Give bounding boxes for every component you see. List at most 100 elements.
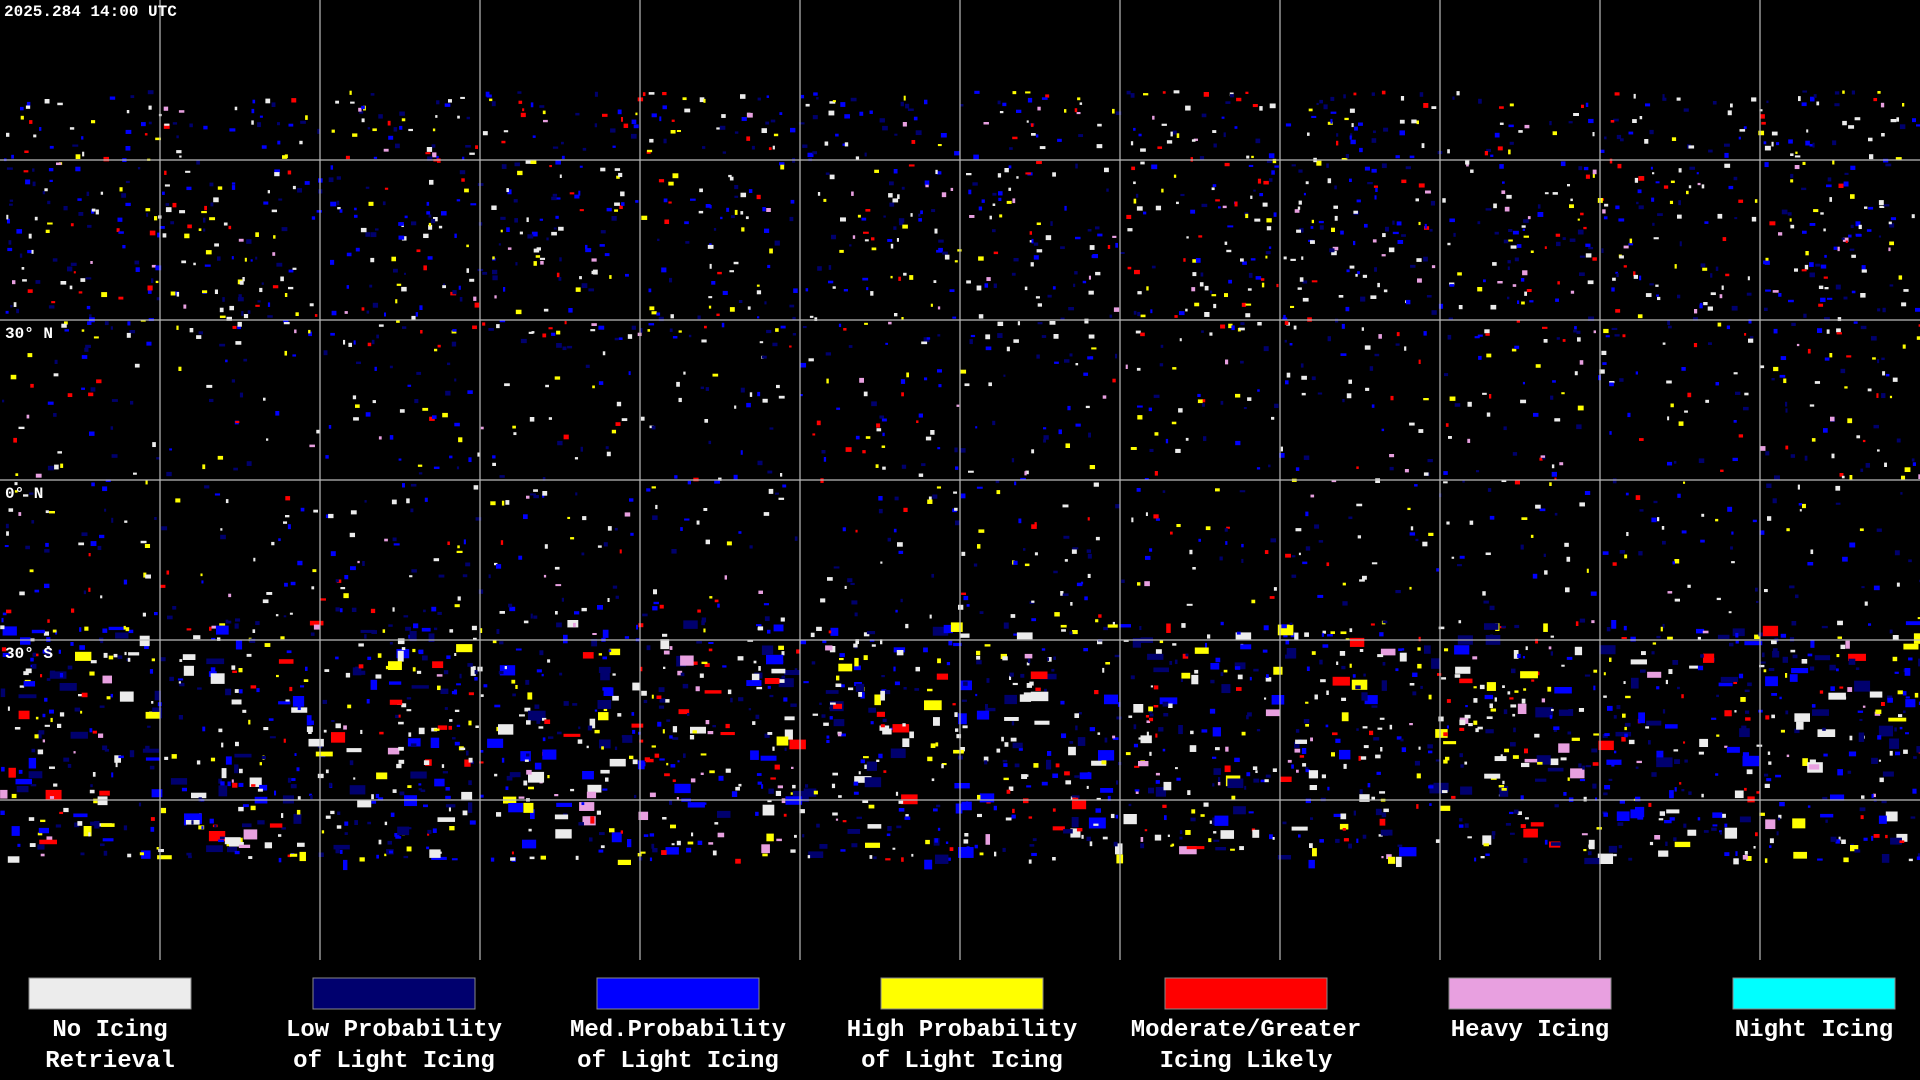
speckle bbox=[683, 753, 686, 758]
speckle bbox=[1253, 189, 1256, 192]
speckle bbox=[282, 155, 287, 159]
speckle bbox=[1268, 246, 1272, 249]
speckle bbox=[865, 436, 871, 439]
speckle bbox=[749, 545, 753, 549]
speckle bbox=[825, 172, 830, 175]
speckle bbox=[1567, 777, 1570, 781]
speckle bbox=[1409, 586, 1412, 590]
speckle bbox=[1683, 741, 1686, 744]
speckle bbox=[1418, 746, 1421, 750]
speckle bbox=[1521, 301, 1525, 305]
speckle bbox=[1514, 257, 1519, 262]
speckle bbox=[510, 857, 516, 861]
speckle bbox=[672, 779, 676, 783]
speckle bbox=[1459, 555, 1465, 559]
speckle bbox=[288, 123, 294, 127]
speckle bbox=[1578, 708, 1585, 712]
speckle bbox=[1539, 508, 1546, 512]
speckle bbox=[1418, 359, 1421, 365]
speckle bbox=[1135, 791, 1139, 794]
speckle bbox=[74, 822, 80, 828]
speckle bbox=[428, 214, 432, 218]
speckle bbox=[1791, 322, 1796, 327]
speckle bbox=[1864, 206, 1868, 209]
speckle bbox=[570, 788, 575, 792]
speckle bbox=[18, 426, 25, 430]
speckle bbox=[1041, 335, 1047, 338]
legend-label: Moderate/Greater bbox=[1131, 1017, 1361, 1044]
speckle bbox=[663, 198, 668, 203]
speckle bbox=[1639, 275, 1642, 281]
speckle bbox=[102, 628, 108, 633]
speckle bbox=[1398, 648, 1403, 652]
speckle bbox=[890, 275, 893, 279]
speckle bbox=[250, 259, 253, 262]
speckle bbox=[313, 509, 318, 513]
speckle bbox=[280, 636, 285, 640]
speckle bbox=[413, 623, 419, 629]
speckle bbox=[179, 682, 185, 687]
speckle bbox=[1789, 674, 1798, 682]
speckle bbox=[1140, 148, 1146, 152]
speckle bbox=[389, 642, 393, 645]
speckle bbox=[863, 655, 868, 661]
speckle bbox=[1259, 106, 1263, 111]
speckle bbox=[264, 643, 271, 647]
speckle bbox=[1046, 759, 1052, 770]
speckle bbox=[81, 387, 86, 390]
speckle bbox=[14, 727, 21, 730]
speckle bbox=[1529, 300, 1534, 303]
speckle bbox=[829, 716, 833, 720]
speckle bbox=[1395, 343, 1400, 346]
speckle bbox=[449, 826, 455, 831]
speckle bbox=[464, 188, 469, 193]
speckle bbox=[154, 690, 161, 701]
speckle bbox=[551, 332, 556, 336]
speckle bbox=[1610, 120, 1615, 123]
speckle bbox=[1311, 115, 1317, 119]
speckle bbox=[1637, 314, 1643, 319]
speckle bbox=[273, 235, 276, 239]
speckle bbox=[840, 217, 846, 222]
speckle bbox=[1295, 729, 1300, 733]
speckle bbox=[90, 821, 96, 826]
speckle bbox=[1371, 168, 1377, 173]
speckle bbox=[921, 463, 926, 467]
speckle bbox=[1577, 405, 1584, 411]
speckle bbox=[348, 342, 353, 347]
speckle bbox=[1031, 449, 1035, 454]
speckle bbox=[997, 333, 1003, 338]
speckle bbox=[1570, 290, 1575, 294]
speckle bbox=[201, 826, 204, 830]
speckle bbox=[1877, 359, 1880, 364]
speckle bbox=[166, 570, 170, 575]
speckle bbox=[649, 425, 654, 429]
speckle bbox=[664, 219, 670, 225]
speckle bbox=[1861, 586, 1865, 589]
speckle bbox=[489, 98, 493, 102]
speckle bbox=[969, 215, 975, 218]
speckle bbox=[1608, 845, 1618, 853]
speckle bbox=[585, 248, 592, 253]
speckle bbox=[1507, 691, 1511, 695]
speckle bbox=[714, 599, 719, 603]
speckle bbox=[1305, 181, 1309, 185]
speckle bbox=[621, 117, 624, 122]
speckle bbox=[868, 804, 875, 809]
speckle bbox=[842, 527, 846, 532]
speckle bbox=[344, 575, 349, 580]
speckle bbox=[684, 221, 689, 225]
speckle bbox=[1698, 458, 1705, 464]
speckle bbox=[102, 745, 108, 751]
speckle bbox=[1060, 317, 1065, 320]
speckle bbox=[44, 99, 50, 104]
speckle bbox=[1182, 653, 1189, 659]
speckle bbox=[853, 781, 859, 786]
speckle bbox=[1148, 706, 1153, 712]
speckle bbox=[1074, 775, 1080, 778]
speckle bbox=[30, 383, 34, 388]
speckle bbox=[977, 794, 981, 800]
speckle bbox=[1823, 276, 1828, 279]
speckle bbox=[63, 807, 69, 813]
speckle bbox=[1802, 758, 1808, 766]
